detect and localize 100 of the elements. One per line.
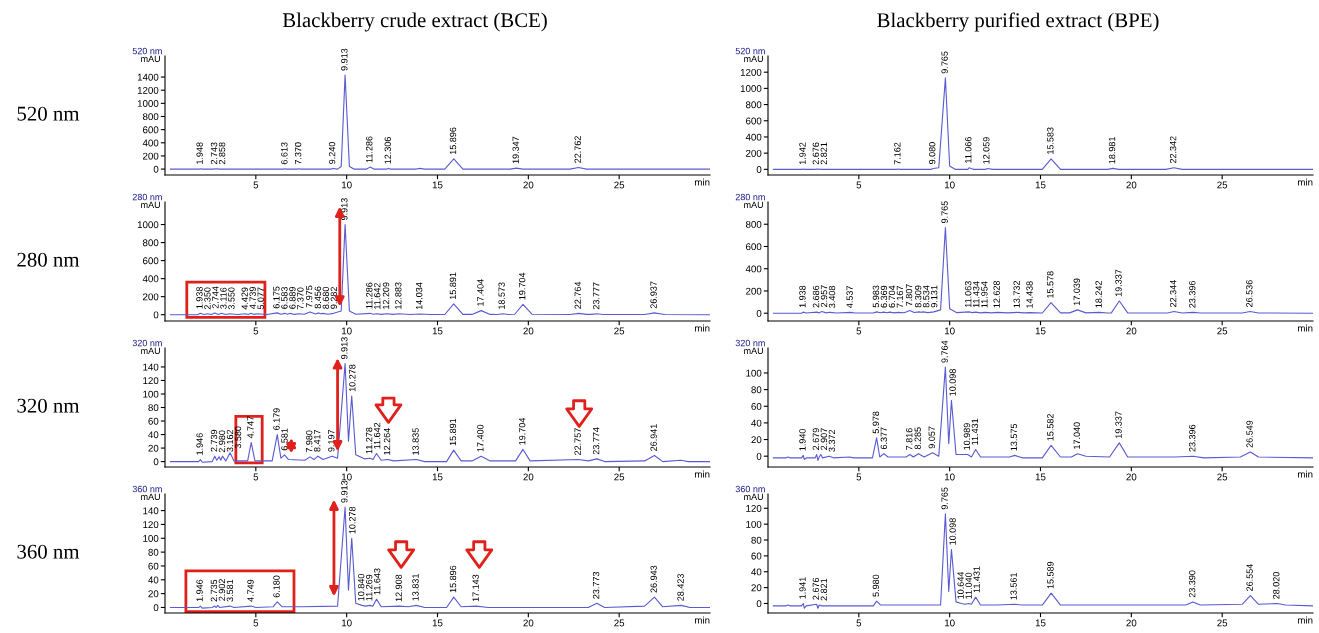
annotation: 23.777 [592, 282, 600, 310]
text: 320 nm [17, 398, 80, 413]
annotation: 13.835 [412, 428, 419, 455]
line-series [772, 227, 1313, 314]
annotation: 17.404 [477, 279, 484, 306]
annotation: 15.891 [449, 272, 457, 300]
y-axis-title: mAU [141, 347, 160, 354]
y-tick-label: 1000 [137, 221, 159, 229]
y-tick-label: 40 [148, 576, 159, 584]
annotation: 12.628 [993, 280, 1000, 308]
annotation: 26.943 [650, 565, 657, 593]
annotation: 5.980 [872, 574, 880, 597]
annotation: 12.306 [384, 137, 391, 164]
x-axis-title: min [694, 178, 710, 186]
text: Blackberry purified extract (BPE) [877, 12, 1159, 32]
x-tick-label: 5 [856, 473, 862, 481]
annotation: 2.858 [218, 142, 226, 165]
y-tick-label: 600 [143, 126, 159, 134]
annotation: 4.747 [247, 416, 254, 439]
annotation: 7.816 [906, 428, 913, 450]
annotation: 1.946 [196, 433, 203, 455]
y-axis-title: mAU [744, 201, 763, 208]
annotation: 17.400 [477, 424, 484, 452]
y-tick-label: 0 [756, 452, 762, 460]
x-axis-title: min [1297, 178, 1313, 186]
y-tick-label: 1400 [137, 73, 159, 81]
annotation: 4.739 [249, 287, 256, 309]
annotation: 9.765 [941, 201, 948, 223]
annotation: 26.554 [1246, 564, 1253, 591]
x-axis-title: min [694, 470, 710, 478]
x-tick-label: 15 [1035, 327, 1046, 335]
y-tick-label: 400 [142, 275, 159, 283]
y-tick-label: 600 [143, 257, 159, 265]
annotation: 2.350 [204, 287, 211, 310]
line-series [169, 223, 710, 316]
annotation: 13.732 [1013, 281, 1020, 308]
annotation: 1.948 [196, 142, 203, 164]
annotation: 2.679 [812, 428, 820, 450]
annotation: 11.642 [374, 283, 381, 309]
x-tick-label: 10 [945, 619, 955, 627]
annotation: 15.589 [1047, 561, 1054, 589]
x-tick-label: 25 [614, 327, 625, 335]
y-tick-label: 40 [751, 568, 762, 576]
x-tick-label: 15 [432, 473, 443, 481]
y-tick-label: 400 [745, 265, 762, 273]
y-tick-label: 100 [143, 535, 159, 542]
annotation: 9.240 [328, 142, 336, 164]
annotation: 7.807 [905, 284, 913, 306]
x-tick-label: 15 [1035, 619, 1046, 627]
chart-title: 320 nm [132, 339, 162, 347]
annotation: 11.434 [973, 281, 980, 308]
annotation: 1.942 [799, 142, 806, 165]
annotation: 3.372 [828, 429, 836, 452]
annotation: 9.913 [341, 48, 348, 71]
x-tick-label: 20 [1126, 473, 1137, 481]
annotation: 8.417 [314, 429, 321, 452]
chart-title: 360 nm [132, 485, 162, 493]
annotation: 6.369 [880, 285, 888, 308]
y-tick-label: 100 [746, 369, 762, 377]
annotation: 23.774 [592, 427, 600, 455]
x-tick-label: 25 [614, 181, 625, 189]
annotation: 5.978 [872, 411, 880, 434]
annotation: 10.098 [949, 369, 956, 396]
annotation: 22.757 [574, 428, 581, 455]
annotation: 2.902 [218, 579, 226, 601]
annotation: 23.396 [1189, 280, 1196, 308]
y-tick-label: 200 [143, 152, 159, 160]
y-axis-title: mAU [744, 347, 763, 354]
x-tick-label: 25 [1217, 327, 1228, 335]
chart-title: 280 nm [132, 193, 162, 201]
annotation: 28.423 [677, 574, 684, 601]
y-tick-label: 1200 [740, 68, 762, 76]
annotation: 9.913 [341, 337, 348, 359]
annotation: 10.989 [963, 423, 971, 450]
annotation: 13.831 [412, 574, 419, 601]
x-tick-label: 15 [1035, 181, 1046, 189]
x-tick-label: 20 [523, 619, 534, 627]
annotation: 3.550 [228, 287, 235, 310]
annotation: 2.980 [218, 430, 226, 453]
annotation: 26.536 [1246, 280, 1253, 307]
annotation: 12.209 [382, 282, 390, 309]
annotation: 2.739 [210, 429, 218, 452]
y-tick-label: 600 [746, 243, 762, 251]
y-tick-label: 800 [142, 239, 159, 247]
y-tick-label: 400 [142, 139, 159, 147]
annotation: 8.285 [914, 427, 921, 450]
annotation: 11.286 [366, 136, 373, 163]
y-tick-label: 200 [746, 149, 762, 157]
annotation: 19.347 [512, 136, 519, 164]
annotation: 18.981 [1108, 137, 1116, 164]
annotation: 12.883 [395, 282, 402, 309]
annotation: 7.162 [894, 142, 901, 165]
annotation: 11.278 [365, 427, 373, 454]
x-axis-title: min [694, 324, 710, 332]
annotation: 1.940 [799, 428, 806, 451]
annotation: 10.278 [349, 364, 356, 392]
annotation: 26.937 [650, 281, 657, 309]
chart-title: 520 nm [735, 47, 765, 55]
annotation: 11.040 [965, 572, 972, 599]
text: Blackberry crude extract (BCE) [282, 12, 547, 32]
